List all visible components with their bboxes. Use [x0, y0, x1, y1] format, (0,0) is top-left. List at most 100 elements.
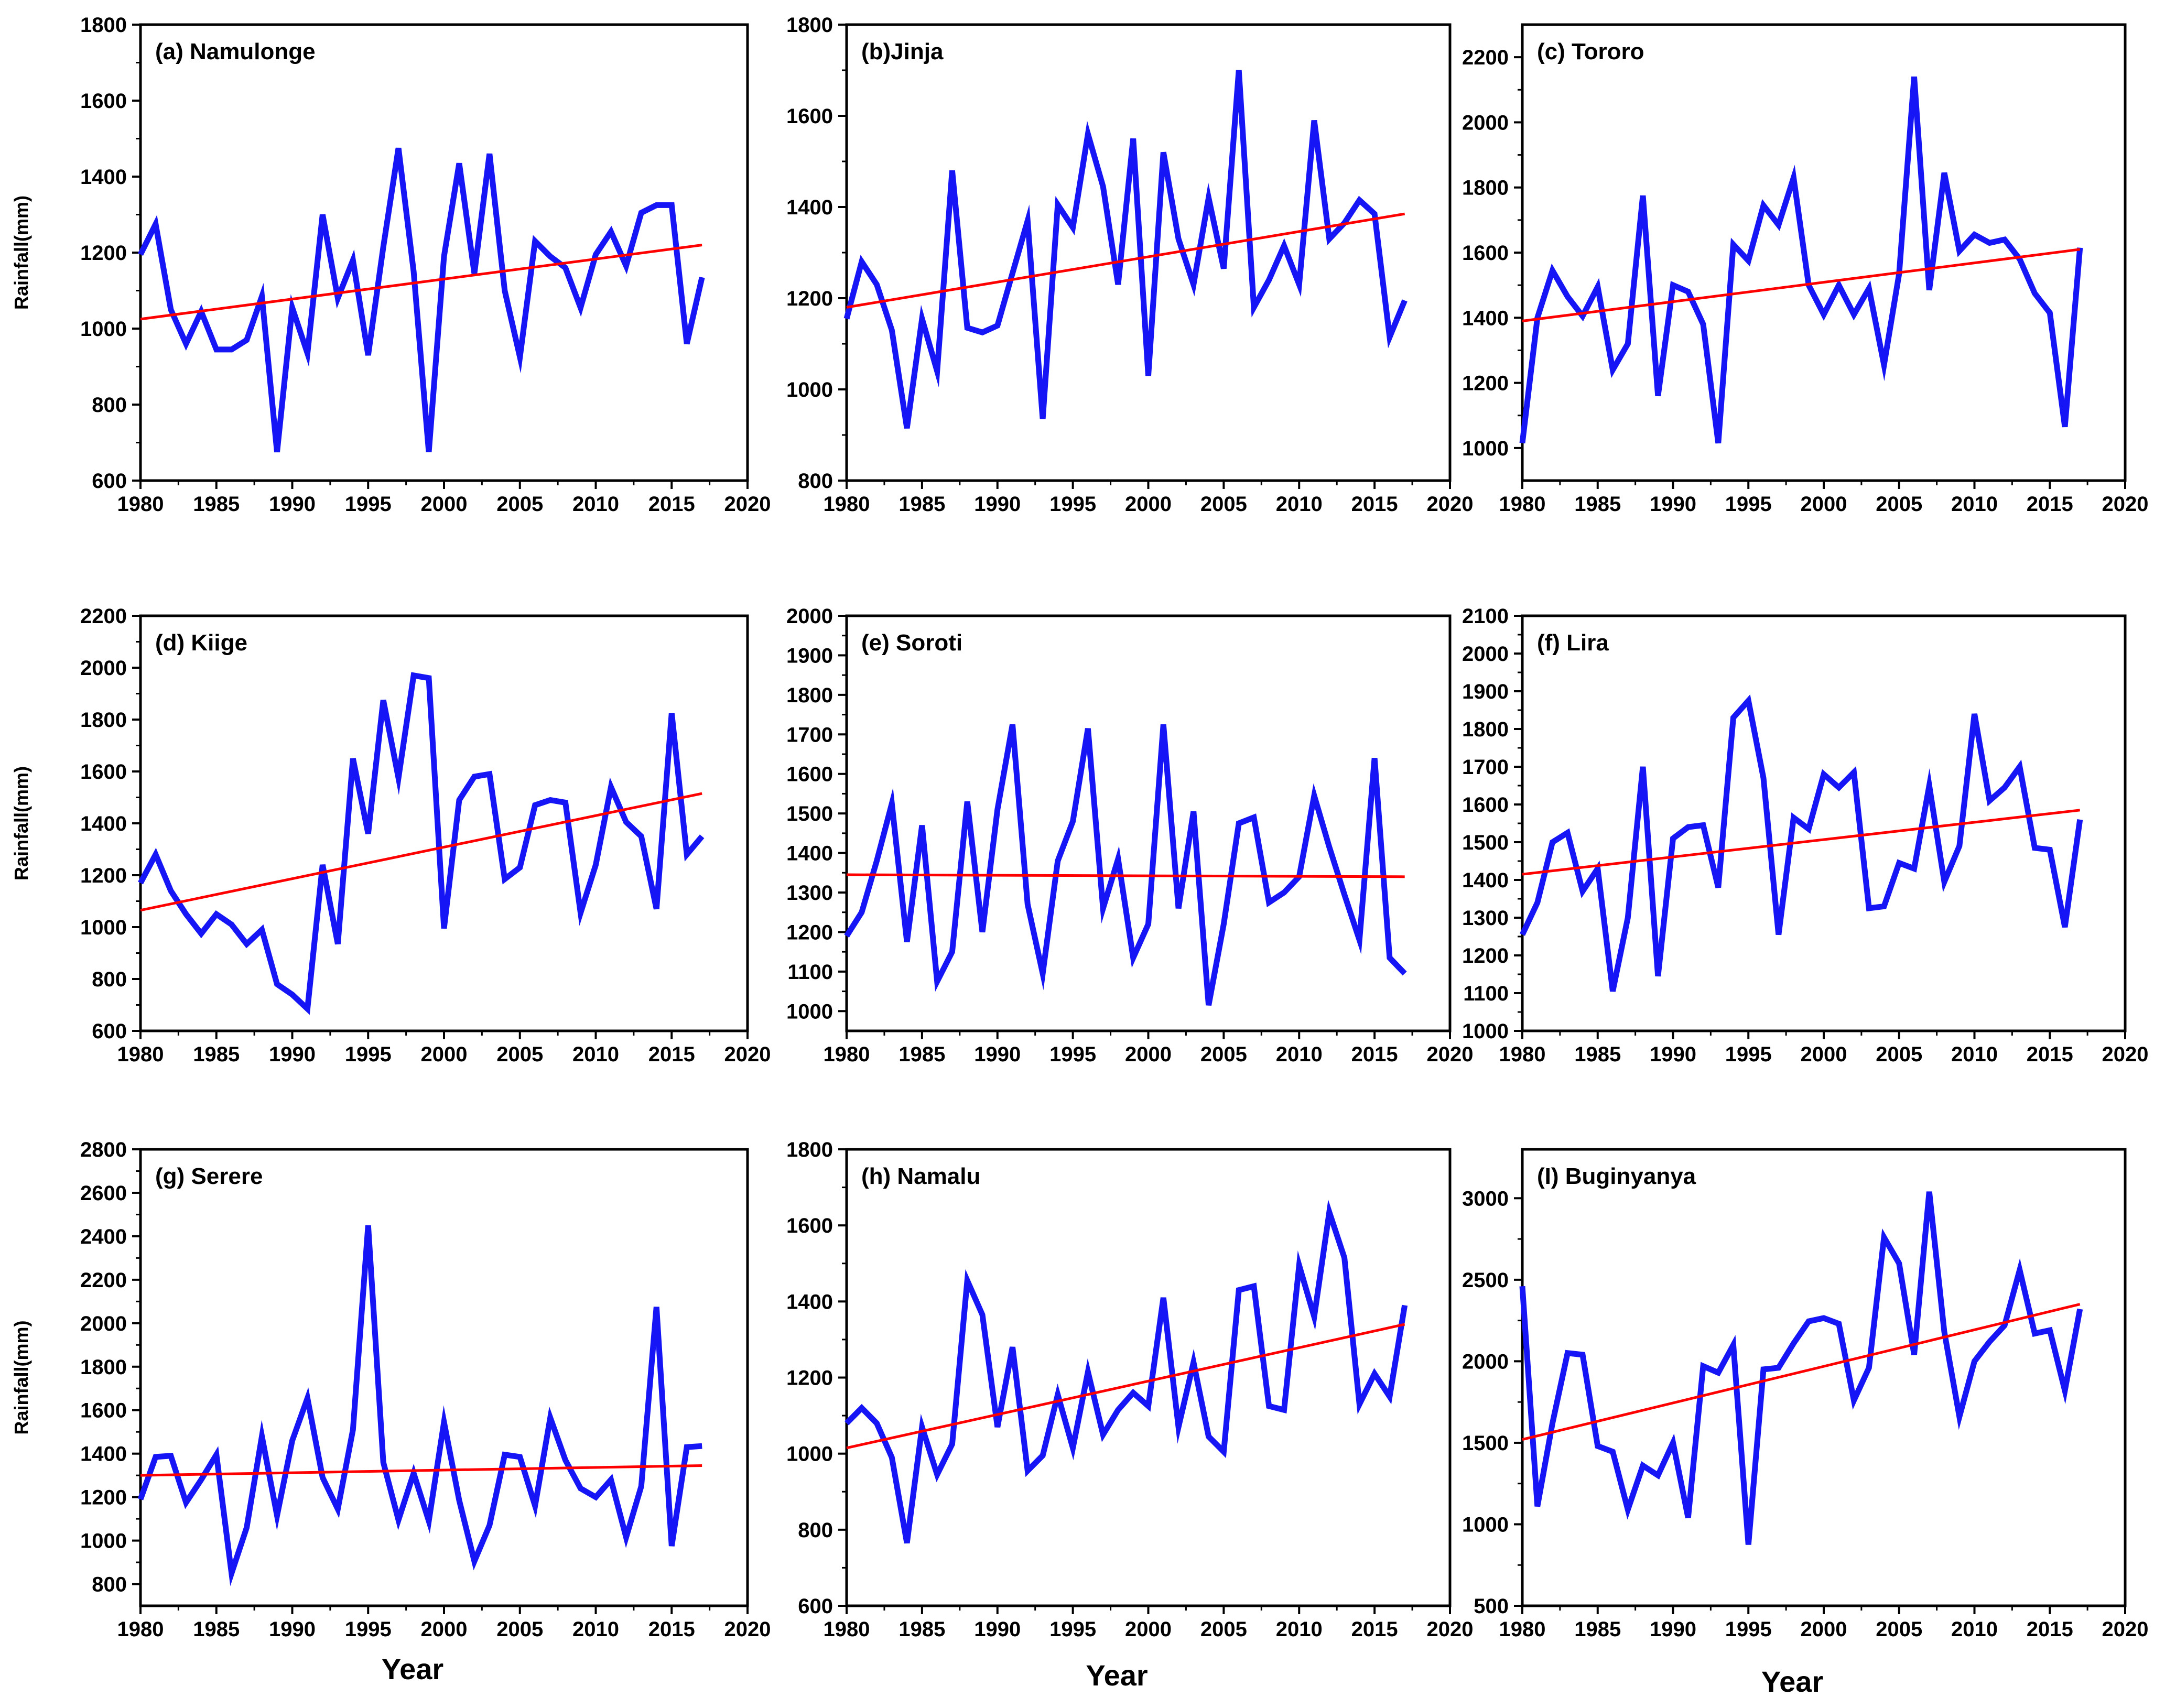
y-tick-label: 2200 — [80, 1269, 127, 1292]
trend-line — [846, 1323, 1405, 1450]
plot-frame — [1521, 23, 2127, 482]
x-tick-label: 2005 — [496, 1618, 543, 1641]
x-tick-label: 2005 — [1876, 1618, 1922, 1641]
y-tick-label: 1000 — [1462, 1513, 1509, 1536]
y-tick-label: 1200 — [786, 921, 833, 944]
trend-line — [1522, 248, 2081, 322]
y-tick-label: 1600 — [80, 90, 127, 113]
x-tick-label: 2020 — [724, 1043, 771, 1066]
y-tick-label: 600 — [92, 470, 127, 493]
x-tick-label: 1985 — [899, 1618, 945, 1641]
trend-line — [140, 1464, 702, 1477]
y-tick-label: 1800 — [786, 684, 833, 707]
plot-frame — [1521, 1148, 2127, 1607]
y-tick-label: 800 — [798, 470, 833, 493]
y-tick-label: 1200 — [80, 242, 127, 265]
y-tick-label: 1800 — [1462, 718, 1509, 741]
y-tick-label: 1400 — [80, 1443, 127, 1466]
x-tick-label: 1995 — [1725, 1043, 1772, 1066]
y-tick-label: 1800 — [80, 14, 127, 37]
y-tick-label: 2600 — [80, 1182, 127, 1205]
x-tick-label: 1985 — [1574, 493, 1621, 516]
y-tick-label: 1600 — [80, 1399, 127, 1422]
y-tick-label: 1800 — [786, 14, 833, 37]
trend-line — [140, 792, 702, 912]
y-tick-label: 1400 — [1462, 307, 1509, 330]
y-tick-label: 600 — [92, 1020, 127, 1043]
panel-d-kiige: 1980 1985 1990 1995 2000 2005 2010 2015 2020 600 8… — [10, 605, 771, 1066]
x-tick-label: 2015 — [2027, 493, 2073, 516]
x-tick-label: 2010 — [572, 1618, 619, 1641]
y-tick-label: 1400 — [786, 196, 833, 219]
trend-line — [1522, 1303, 2081, 1441]
y-tick-label: 1000 — [786, 1443, 833, 1466]
y-tick-label: 1000 — [80, 318, 127, 341]
panel-title: (h) Namalu — [861, 1163, 980, 1189]
panel-title: (a) Namulonge — [155, 39, 316, 64]
x-tick-label: 2000 — [421, 1043, 468, 1066]
y-tick-label: 1900 — [786, 644, 833, 667]
x-tick-label: 2005 — [496, 493, 543, 516]
x-tick-label: 1990 — [269, 493, 316, 516]
y-tick-label: 1400 — [786, 1290, 833, 1313]
x-tick-label: 2000 — [1125, 1618, 1172, 1641]
x-tick-label: 2020 — [2102, 493, 2149, 516]
panel-c-tororo: 1980 1985 1990 1995 2000 2005 2010 2015 2020 1000… — [1462, 23, 2149, 516]
panel-h-namalu: 1980 1985 1990 1995 2000 2005 2010 2015 2020 600 8… — [786, 1138, 1473, 1692]
x-tick-label: 2000 — [421, 493, 468, 516]
y-tick-label: 2000 — [80, 657, 127, 680]
panel-title: (I) Buginyanya — [1537, 1163, 1696, 1189]
y-tick-label: 2200 — [1462, 46, 1509, 69]
y-tick-label: 2100 — [1462, 605, 1509, 628]
x-tick-label: 1990 — [1650, 1043, 1696, 1066]
panel-f-lira: 1980 1985 1990 1995 2000 2005 2010 2015 2020 1000… — [1462, 605, 2148, 1066]
y-tick-label: 2400 — [80, 1225, 127, 1248]
y-tick-label: 1800 — [1462, 177, 1509, 200]
x-tick-label: 2010 — [1276, 1043, 1323, 1066]
panel-title: (c) Tororo — [1537, 39, 1644, 64]
y-tick-label: 1800 — [80, 709, 127, 732]
x-tick-label: 2005 — [496, 1043, 543, 1066]
x-tick-label: 2020 — [1427, 1618, 1474, 1641]
y-tick-label: 1300 — [786, 882, 833, 905]
panel-e-soroti: 1980 1985 1990 1995 2000 2005 2010 2015 2020 1000… — [786, 605, 1473, 1066]
rainfall-line — [138, 147, 705, 453]
x-tick-label: 2010 — [1951, 1043, 1998, 1066]
x-tick-label: 1980 — [1499, 1043, 1546, 1066]
x-tick-label: 2015 — [2027, 1618, 2073, 1641]
panel-b-jinja: 1980 1985 1990 1995 2000 2005 2010 2015 2020 800 1… — [786, 14, 1473, 516]
x-tick-label: 1995 — [1725, 493, 1772, 516]
y-tick-label: 1500 — [1462, 831, 1509, 854]
y-tick-label: 600 — [798, 1595, 833, 1618]
y-tick-label: 1000 — [80, 916, 127, 939]
y-tick-label: 2000 — [80, 1312, 127, 1335]
x-tick-label: 1985 — [899, 1043, 945, 1066]
x-tick-label: 1995 — [1049, 1618, 1096, 1641]
x-tick-label: 2000 — [421, 1618, 468, 1641]
y-tick-label: 1000 — [786, 378, 833, 401]
panel-g-serere: 1980 1985 1990 1995 2000 2005 2010 2015 2020 800 1… — [10, 1138, 771, 1685]
x-tick-label: 1985 — [193, 1043, 240, 1066]
x-tick-label: 1990 — [1650, 493, 1696, 516]
x-tick-label: 1980 — [824, 493, 870, 516]
x-tick-label: 1995 — [1049, 493, 1096, 516]
x-tick-label: 1990 — [974, 493, 1021, 516]
y-tick-label: 1700 — [1462, 756, 1509, 779]
y-tick-label: 1800 — [786, 1138, 833, 1161]
trend-line — [846, 212, 1405, 309]
rainfall-line — [138, 672, 705, 1015]
y-tick-label: 1000 — [1462, 437, 1509, 460]
x-tick-label: 2005 — [1200, 1618, 1247, 1641]
y-tick-label: 1600 — [786, 105, 833, 128]
rainfall-line — [844, 724, 1407, 1006]
x-tick-label: 1990 — [974, 1043, 1021, 1066]
panel-title: (f) Lira — [1537, 630, 1609, 656]
y-tick-label: 1400 — [80, 166, 127, 189]
y-tick-label: 1700 — [786, 723, 833, 746]
y-tick-label: 1200 — [786, 1367, 833, 1390]
x-tick-label: 1995 — [345, 1043, 392, 1066]
x-tick-label: 2015 — [1351, 1043, 1398, 1066]
x-tick-label: 1980 — [117, 1618, 164, 1641]
x-tick-label: 2010 — [1951, 493, 1998, 516]
y-tick-label: 2500 — [1462, 1269, 1509, 1292]
